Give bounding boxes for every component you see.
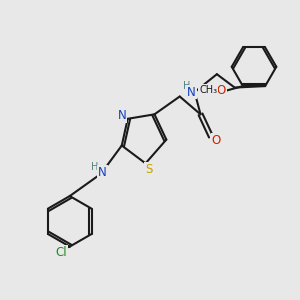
Text: CH₃: CH₃ xyxy=(199,85,217,95)
Text: N: N xyxy=(117,109,126,122)
Text: S: S xyxy=(146,163,153,176)
Text: N: N xyxy=(187,85,196,98)
Text: Cl: Cl xyxy=(55,246,67,259)
Text: O: O xyxy=(212,134,221,147)
Text: H: H xyxy=(183,81,190,91)
Text: O: O xyxy=(217,84,226,97)
Text: N: N xyxy=(98,166,107,179)
Text: H: H xyxy=(91,162,98,172)
